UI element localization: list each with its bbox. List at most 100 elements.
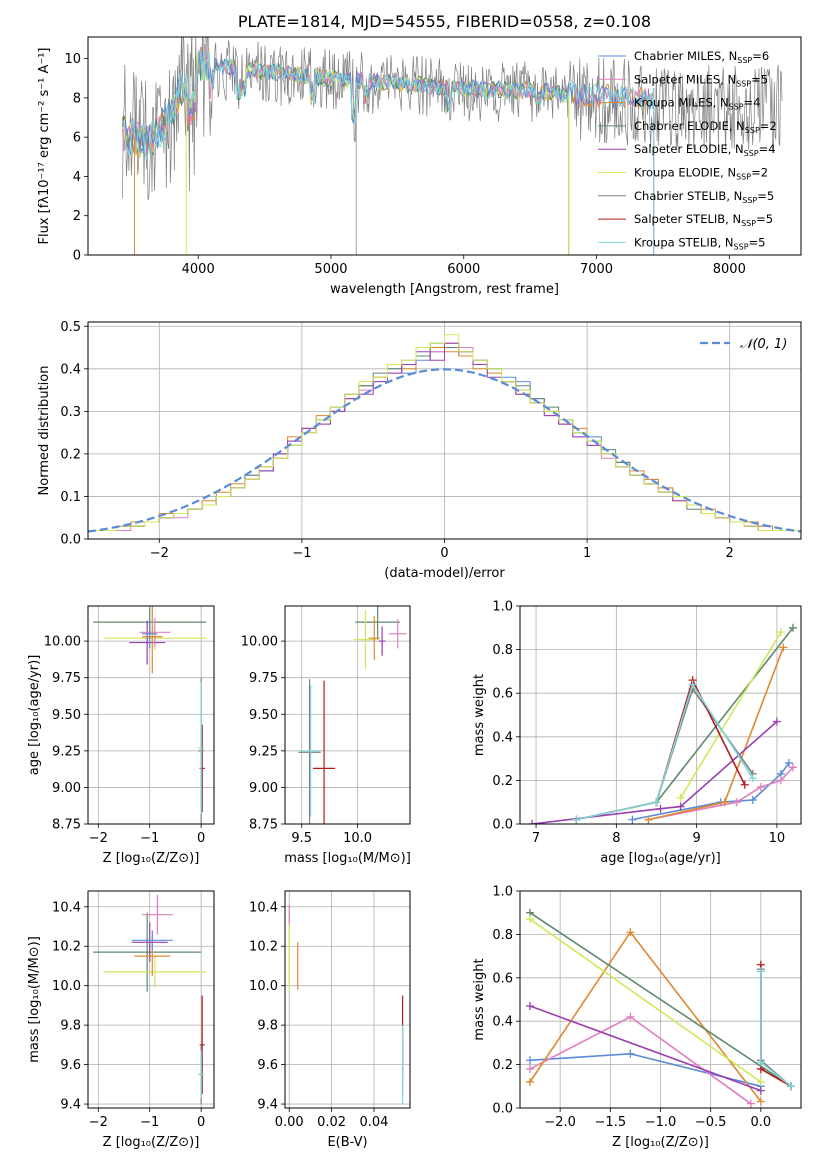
y-tick-label: 8.75 bbox=[249, 818, 278, 833]
panel-weights-vs-age: 7 8 9 10 0.0 0.2 0.4 0.6 0.8 1.0 age [log₁₀(age/yr… bbox=[472, 600, 802, 866]
weight-marker bbox=[720, 798, 729, 807]
y-tick-label: 0.0 bbox=[492, 1102, 513, 1117]
x-axis-label: Z [log₁₀(Z/Z⊙)] bbox=[103, 851, 200, 866]
weight-marker bbox=[644, 815, 653, 824]
x-axis-label: Z [log₁₀(Z/Z⊙)] bbox=[612, 1135, 709, 1150]
x-tick-label: 0.00 bbox=[275, 1115, 304, 1130]
x-tick-label: −2 bbox=[89, 1115, 108, 1130]
y-tick-label: 10 bbox=[64, 52, 81, 67]
weight-line-chabrier_miles bbox=[529, 1052, 762, 1088]
legend-entry: Chabrier ELODIE, NSSP=2 bbox=[634, 119, 777, 135]
axes: 0.00 0.02 0.04 9.4 9.6 9.8 10.0 10.2 10.4 E(B-V) bbox=[249, 890, 411, 1150]
y-tick-label: 0.2 bbox=[492, 774, 513, 789]
spectrum-legend: Chabrier MILES, NSSP=6 Salpeter MILES, NS… bbox=[598, 49, 777, 251]
x-tick-label: 10.0 bbox=[343, 831, 372, 846]
axes: −2 −1 0 8.75 9.00 9.25 9.50 9.75 10.00 Z [log₁₀(Z… bbox=[27, 605, 215, 866]
plot-area bbox=[528, 623, 797, 824]
weight-line-salpeter_stelib bbox=[576, 677, 746, 821]
weight-marker bbox=[746, 1099, 755, 1108]
y-tick-label: 0.6 bbox=[492, 971, 513, 986]
axes-frame bbox=[284, 890, 411, 1109]
weight-marker bbox=[772, 717, 781, 726]
legend-entry: Chabrier STELIB, NSSP=5 bbox=[634, 189, 774, 205]
x-tick-label: 0 bbox=[440, 546, 448, 561]
x-tick-label: −1 bbox=[292, 546, 311, 561]
y-tick-label: 9.25 bbox=[52, 744, 81, 759]
axes: −2 −1 0 1 2 0.0 0.1 0.2 0.3 0.4 0.5 (data-model)/er… bbox=[37, 320, 802, 581]
y-tick-label: 0.8 bbox=[492, 643, 513, 658]
axes-frame bbox=[87, 605, 215, 825]
y-tick-label: 8 bbox=[73, 91, 81, 106]
y-tick-label: 10.4 bbox=[249, 900, 278, 915]
weight-line-kroupa_elodie bbox=[529, 918, 762, 1083]
y-tick-label: 9.8 bbox=[257, 1019, 278, 1034]
x-tick-label: −1.0 bbox=[645, 1115, 677, 1130]
panel-residuals: −2 −1 0 1 2 0.0 0.1 0.2 0.3 0.4 0.5 (data-model)/er… bbox=[37, 320, 802, 581]
x-axis-label: mass [log₁₀(M/M⊙)] bbox=[284, 851, 411, 866]
x-tick-label: 5000 bbox=[314, 262, 347, 277]
weight-marker bbox=[756, 967, 765, 976]
y-tick-label: 0.4 bbox=[492, 1015, 513, 1030]
y-tick-label: 0.8 bbox=[492, 928, 513, 943]
y-tick-label: 9.6 bbox=[60, 1058, 81, 1073]
y-tick-label: 10.0 bbox=[249, 979, 278, 994]
panel-mass-vs-Z: −2 −1 0 9.4 9.6 9.8 10.0 10.2 10.4 Z [log₁₀(Z/Z⊙)… bbox=[27, 890, 215, 1150]
y-tick-label: 0.6 bbox=[492, 687, 513, 702]
weight-marker bbox=[756, 1077, 765, 1086]
model-spectrum-kroupa_stelib bbox=[122, 43, 654, 160]
weight-marker bbox=[756, 1086, 765, 1095]
legend-entry: Kroupa MILES, NSSP=4 bbox=[634, 96, 760, 112]
y-tick-label: 9.4 bbox=[60, 1098, 81, 1113]
x-tick-label: −1.5 bbox=[595, 1115, 627, 1130]
weight-marker bbox=[628, 815, 637, 824]
x-tick-label: 1 bbox=[583, 546, 591, 561]
weight-marker bbox=[688, 680, 697, 689]
plot-area bbox=[93, 606, 207, 824]
y-tick-label: 9.4 bbox=[257, 1098, 278, 1113]
x-tick-label: 6000 bbox=[447, 262, 480, 277]
y-axis-label: age [log₁₀(age/yr)] bbox=[27, 655, 42, 776]
observed-spectrum bbox=[122, 37, 783, 201]
y-tick-label: 9.6 bbox=[257, 1058, 278, 1073]
y-tick-label: 10.4 bbox=[52, 900, 81, 915]
weight-marker bbox=[748, 796, 757, 805]
legend-entry: Chabrier MILES, NSSP=6 bbox=[634, 49, 769, 65]
y-tick-label: 10.0 bbox=[52, 979, 81, 994]
figure-title: PLATE=1814, MJD=54555, FIBERID=0558, z=0… bbox=[237, 12, 652, 31]
axes: 9.5 10.0 8.75 9.00 9.25 9.50 9.75 10.00 mass [lo… bbox=[241, 605, 411, 866]
x-tick-label: 7 bbox=[532, 831, 540, 846]
x-tick-label: −2.0 bbox=[544, 1115, 576, 1130]
plot-area bbox=[88, 334, 801, 539]
weight-marker bbox=[572, 815, 581, 824]
weight-line-salpeter_elodie bbox=[529, 1005, 762, 1092]
weight-line-chabrier_elodie bbox=[655, 627, 794, 803]
y-tick-label: 10.00 bbox=[241, 635, 278, 650]
x-axis-label: age [log₁₀(age/yr)] bbox=[600, 851, 721, 866]
axes-frame bbox=[519, 605, 802, 825]
y-axis-label: mass [log₁₀(M/M⊙)] bbox=[27, 936, 42, 1063]
plot-area bbox=[122, 37, 783, 255]
model-spectrum-chabrier_miles bbox=[122, 46, 654, 155]
weight-marker bbox=[776, 776, 785, 785]
y-axis-label: Normed distribution bbox=[37, 366, 52, 496]
plot-area bbox=[288, 904, 404, 1105]
x-axis-label: Z [log₁₀(Z/Z⊙)] bbox=[103, 1135, 200, 1150]
weight-line-kroupa_stelib bbox=[576, 682, 754, 821]
plot-area bbox=[298, 606, 407, 824]
weight-line-chabrier_miles bbox=[632, 762, 790, 821]
legend-entry: Salpeter STELIB, NSSP=5 bbox=[634, 212, 773, 228]
weight-marker bbox=[748, 774, 757, 783]
x-tick-label: −1 bbox=[140, 1115, 159, 1130]
x-tick-label: 7000 bbox=[580, 262, 613, 277]
x-tick-label: −2 bbox=[89, 831, 108, 846]
weight-line-salpeter_stelib bbox=[760, 964, 792, 1087]
y-tick-label: 9.00 bbox=[249, 781, 278, 796]
y-tick-label: 4 bbox=[73, 170, 81, 185]
legend-entry: Kroupa STELIB, NSSP=5 bbox=[634, 235, 765, 251]
axes: −2 −1 0 9.4 9.6 9.8 10.0 10.2 10.4 Z [log₁₀(Z/Z⊙)… bbox=[27, 890, 215, 1150]
axes-frame bbox=[284, 605, 411, 825]
weight-line-chabrier_elodie bbox=[529, 912, 792, 1087]
y-tick-label: 9.00 bbox=[52, 781, 81, 796]
